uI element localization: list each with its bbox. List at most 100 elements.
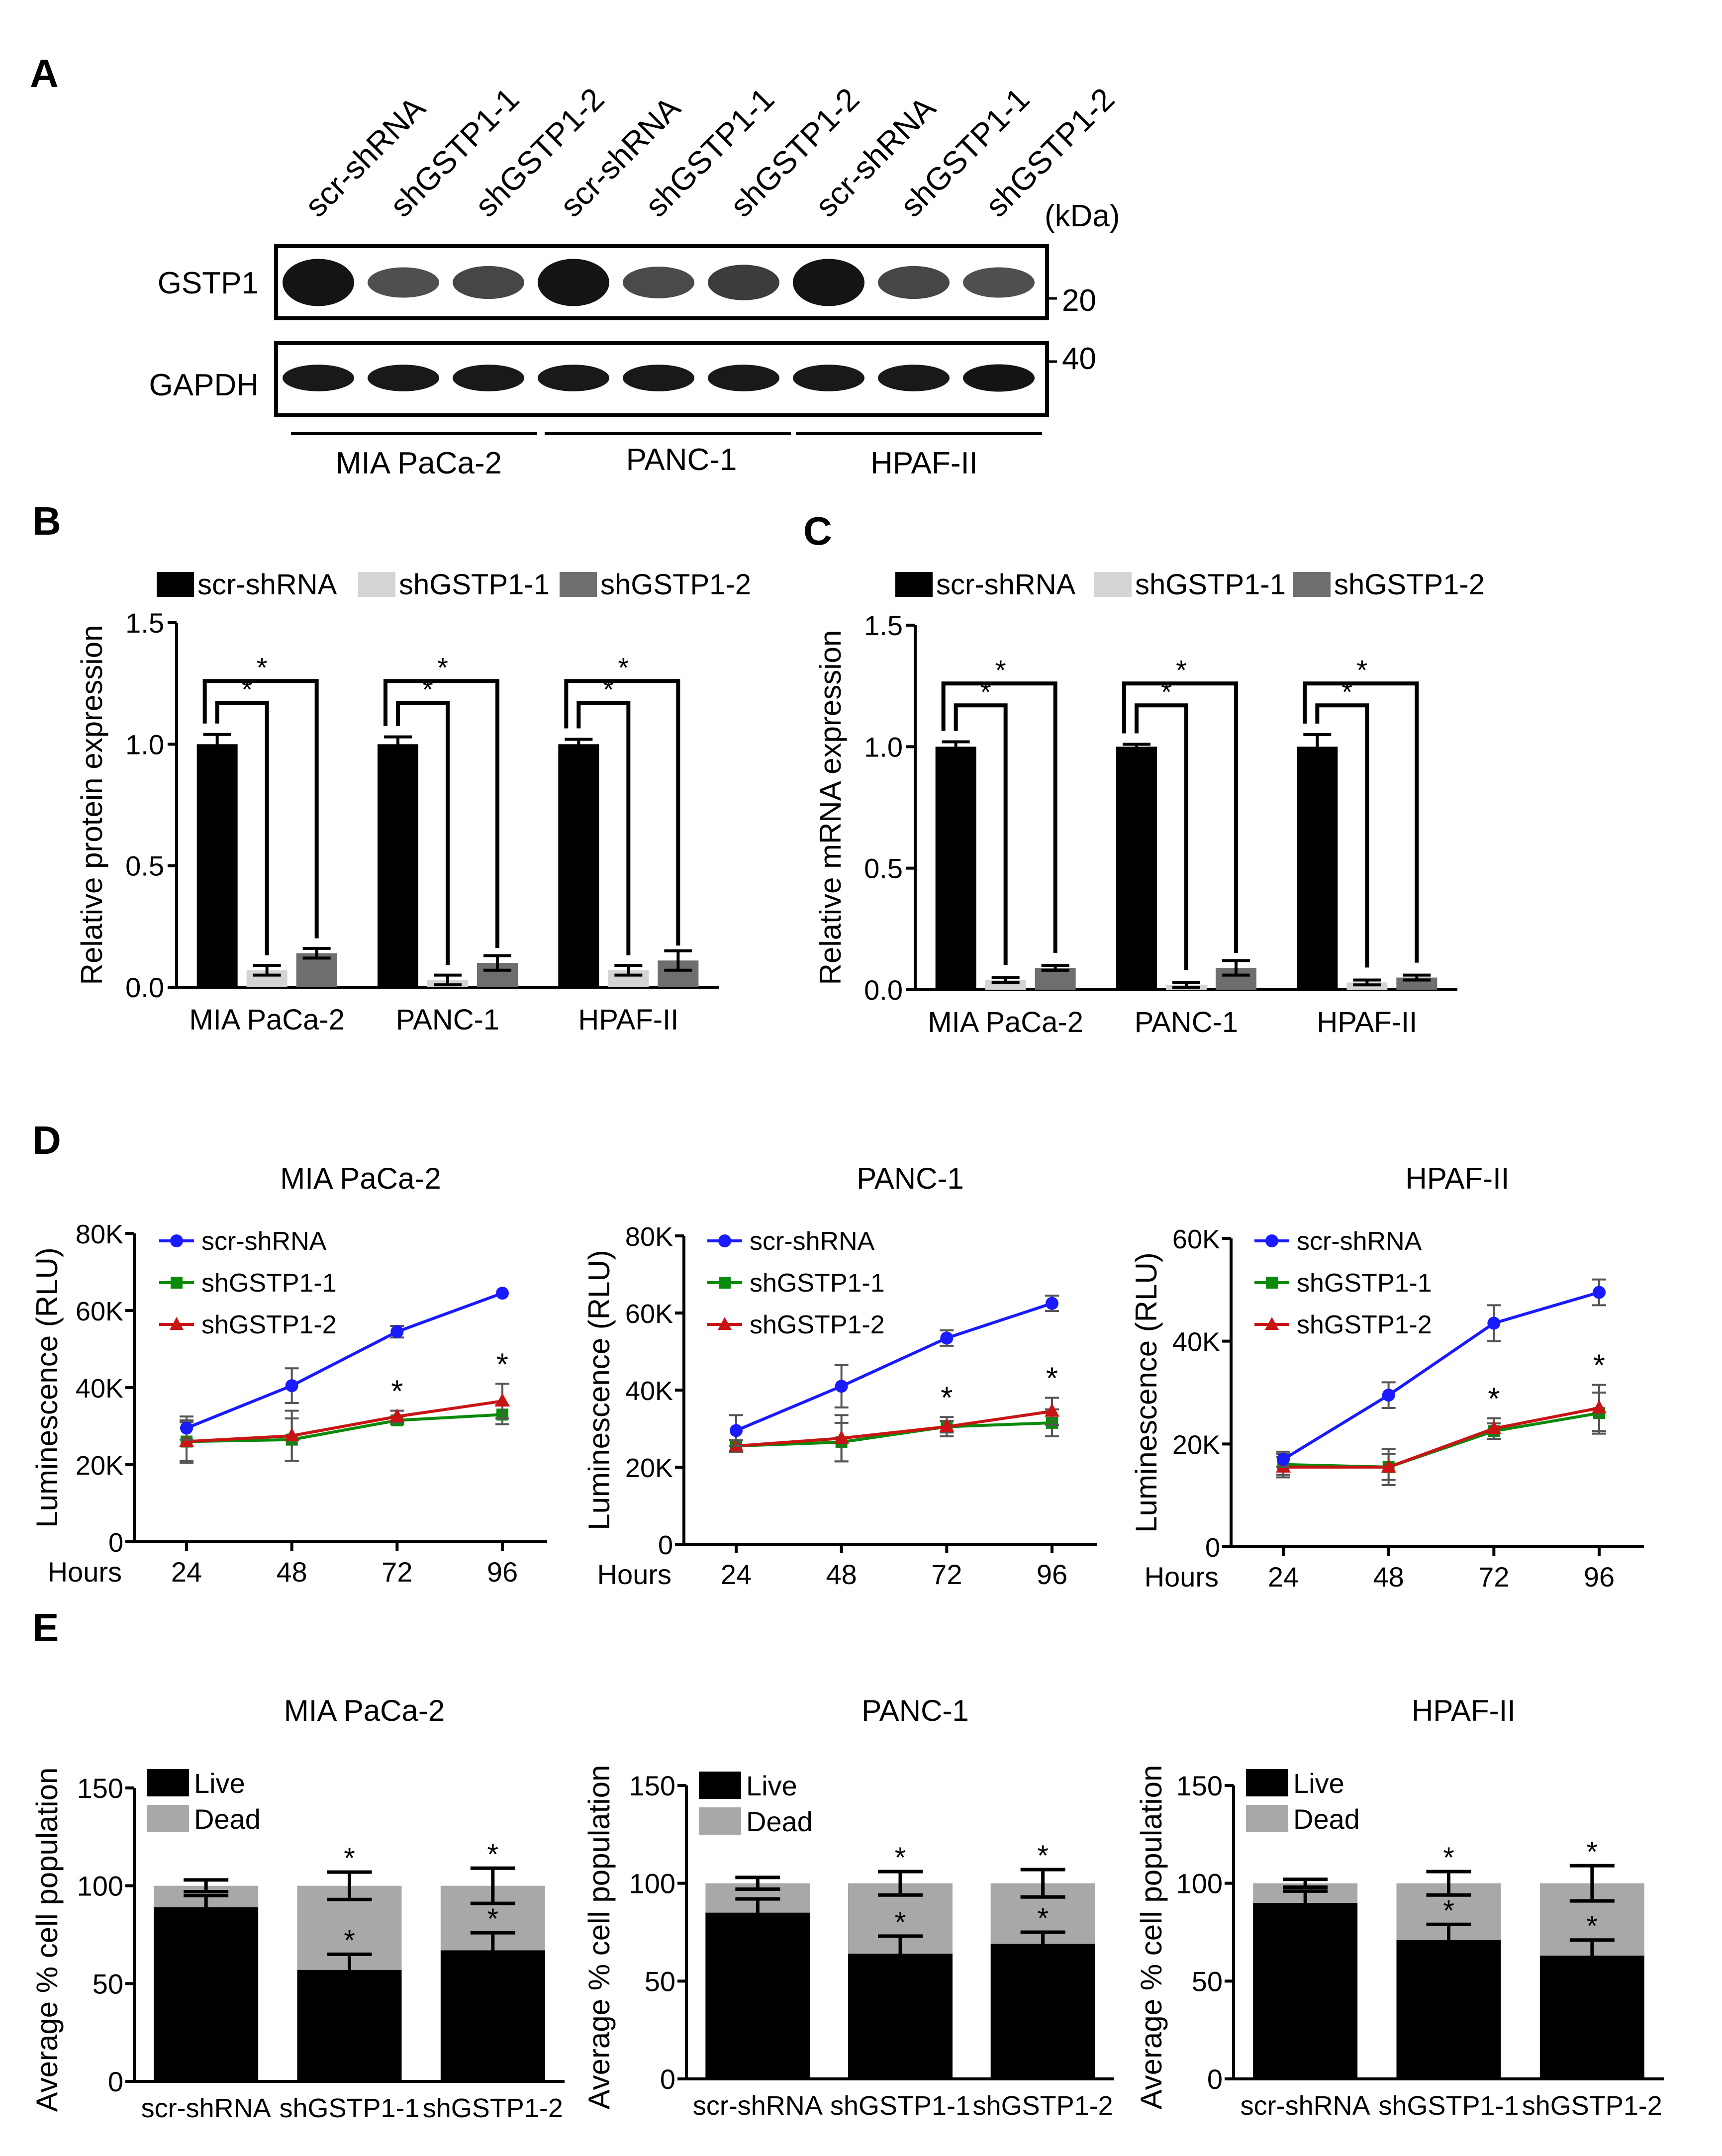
chart-b-errbar-2-1 bbox=[384, 735, 412, 753]
chart-e1-live-bar-1 bbox=[705, 1912, 810, 2079]
group-label-hpaf: HPAF-II bbox=[870, 446, 978, 480]
gapdh-band-2 bbox=[368, 365, 439, 391]
chart-e2-x-label-2: shGSTP1-1 bbox=[1378, 2091, 1519, 2121]
chart-d0-star-1: * bbox=[391, 1375, 403, 1409]
chart-d2-series-line-3 bbox=[1283, 1406, 1600, 1469]
chart-b-errbar-3-2 bbox=[614, 964, 643, 977]
chart-e2-dead-star-3: * bbox=[1587, 1836, 1598, 1868]
chart-e0-live-star-2: * bbox=[344, 1924, 355, 1957]
gstp1-band-1 bbox=[283, 259, 354, 306]
chart-d2-star-1: * bbox=[1488, 1382, 1500, 1416]
chart-b-bracket-inner-3 bbox=[576, 701, 631, 955]
chart-e1-live-bar-3 bbox=[990, 1944, 1095, 2079]
chart-e1-legend-swatch-1 bbox=[699, 1772, 741, 1799]
chart-d1-series-line-1 bbox=[735, 1302, 1052, 1432]
chart-d2-legend-label-2: shGSTP1-1 bbox=[1297, 1269, 1432, 1298]
chart-c-errbar-2-3 bbox=[1222, 959, 1250, 977]
chart-d1-point-3-4 bbox=[1045, 1403, 1059, 1417]
chart-c-star-inner-3: * bbox=[1341, 676, 1352, 707]
chart-c-star-outer-2: * bbox=[1176, 654, 1187, 685]
chart-d1-y-tick-label-4: 80K bbox=[625, 1222, 673, 1252]
chart-d1-x-tick-label-1: 48 bbox=[826, 1559, 857, 1590]
chart-e1-dead-errbar-2 bbox=[878, 1870, 923, 1897]
chart-d2-y-label: Luminescence (RLU) bbox=[1130, 1252, 1163, 1533]
chart-d1-y-tick-label-3: 60K bbox=[625, 1299, 673, 1329]
chart-d1-x-tick-label-2: 72 bbox=[931, 1559, 962, 1590]
gstp1-band-3 bbox=[453, 266, 524, 299]
chart-e2-title: HPAF-II bbox=[1412, 1694, 1516, 1727]
panel-letter-e: E bbox=[32, 1605, 59, 1650]
chart-e1-live-errbar-3 bbox=[1020, 1930, 1065, 1958]
chart-d1-legend-label-2: shGSTP1-1 bbox=[750, 1269, 885, 1298]
chart-b-errbar-3-3 bbox=[664, 949, 692, 972]
chart-d1-x-label: Hours bbox=[597, 1559, 671, 1590]
chart-c-y-tick-label-2: 1.0 bbox=[864, 731, 903, 762]
gapdh-band-9 bbox=[963, 364, 1035, 392]
gstp1-band-7 bbox=[793, 259, 864, 306]
chart-e2-dead-star-2: * bbox=[1443, 1842, 1454, 1874]
chart-e0-title: MIA PaCa-2 bbox=[284, 1694, 445, 1727]
chart-b-legend-swatch-3 bbox=[560, 572, 597, 597]
chart-d2-legend-marker-2 bbox=[1266, 1277, 1278, 1289]
chart-e0-live-bar-3 bbox=[440, 1950, 545, 2081]
chart-c-legend-swatch-3 bbox=[1293, 572, 1331, 597]
chart-d1-legend-marker-2 bbox=[719, 1277, 731, 1289]
chart-d2-point-3-4 bbox=[1592, 1400, 1607, 1413]
chart-d2-legend-label-3: shGSTP1-2 bbox=[1297, 1311, 1432, 1339]
chart-e1-x-label-3: shGSTP1-2 bbox=[973, 2091, 1113, 2121]
chart-d1-star-1: * bbox=[941, 1381, 953, 1415]
chart-d1-series-line-3 bbox=[736, 1409, 1052, 1448]
chart-e0-legend-swatch-1 bbox=[147, 1769, 189, 1796]
chart-e1-y-tick-label-0: 0 bbox=[660, 2063, 675, 2095]
chart-c-y-tick-label-0: 0.0 bbox=[864, 974, 903, 1006]
chart-b-bar-1-1 bbox=[196, 744, 238, 987]
chart-b-y-label: Relative protein expression bbox=[75, 625, 108, 985]
chart-e2-live-bar-3 bbox=[1539, 1956, 1644, 2079]
gstp1-band-8 bbox=[878, 266, 950, 299]
chart-d0-legend-marker-2 bbox=[171, 1277, 183, 1289]
chart-e2-live-star-3: * bbox=[1587, 1910, 1598, 1943]
chart-d1-x-tick-label-3: 96 bbox=[1037, 1559, 1067, 1590]
chart-d0-point-3-4 bbox=[495, 1393, 510, 1407]
chart-d0-star-2: * bbox=[496, 1347, 508, 1382]
chart-c-bracket-outer-1 bbox=[941, 681, 1057, 953]
chart-d1-point-1-2 bbox=[835, 1380, 848, 1393]
panel-letter-a: A bbox=[30, 51, 59, 95]
chart-e1-dead-star-2: * bbox=[895, 1842, 906, 1874]
chart-c-star-outer-1: * bbox=[995, 654, 1006, 685]
chart-c-legend-label-2: shGSTP1-1 bbox=[1135, 568, 1286, 601]
chart-d2-x-tick-label-1: 48 bbox=[1373, 1561, 1404, 1593]
chart-e0-legend-label-2: Dead bbox=[194, 1803, 261, 1835]
chart-c-errbar-1-1 bbox=[942, 740, 970, 753]
chart-e1-legend-label-1: Live bbox=[746, 1770, 797, 1801]
chart-d0-y-tick-label-0: 0 bbox=[108, 1528, 123, 1558]
chart-e1-dead-star-3: * bbox=[1037, 1840, 1049, 1872]
group-label-mia: MIA PaCa-2 bbox=[336, 446, 502, 480]
group-label-panc: PANC-1 bbox=[626, 443, 737, 477]
chart-d0-x-label: Hours bbox=[48, 1556, 122, 1588]
chart-b-star-outer-1: * bbox=[257, 652, 268, 683]
chart-d1-y-tick-label-1: 20K bbox=[625, 1453, 673, 1483]
panel-letter-b: B bbox=[32, 499, 61, 543]
chart-b-y-tick-label-3: 1.5 bbox=[125, 607, 164, 639]
panel-letter-c: C bbox=[803, 509, 832, 553]
chart-c-bar-3-1 bbox=[1297, 747, 1338, 990]
panel-a-western-blot: A scr-shRNAshGSTP1-1shGSTP1-2scr-shRNAsh… bbox=[30, 51, 1121, 480]
chart-e0-legend-swatch-2 bbox=[147, 1805, 189, 1832]
chart-d1-legend-marker-3 bbox=[718, 1317, 732, 1330]
chart-c-errbar-1-3 bbox=[1041, 964, 1069, 972]
chart-e2-y-tick-label-1: 50 bbox=[1192, 1966, 1223, 1997]
chart-b-errbar-1-2 bbox=[253, 964, 281, 977]
chart-d0-point-1-2 bbox=[285, 1379, 298, 1393]
chart-b-star-outer-3: * bbox=[618, 652, 629, 683]
chart-c-errbar-2-1 bbox=[1123, 743, 1150, 751]
chart-b-errbar-2-2 bbox=[434, 973, 462, 987]
chart-c-star-inner-1: * bbox=[980, 676, 991, 707]
chart-c-bar-1-1 bbox=[935, 747, 976, 990]
chart-e0-y-tick-label-1: 50 bbox=[93, 1968, 123, 1999]
marker-20-label: 20 bbox=[1062, 283, 1096, 318]
chart-c-bracket-outer-2 bbox=[1122, 681, 1238, 953]
chart-d2-x-tick-label-3: 96 bbox=[1584, 1561, 1615, 1593]
chart-d1-point-1-3 bbox=[940, 1331, 954, 1345]
